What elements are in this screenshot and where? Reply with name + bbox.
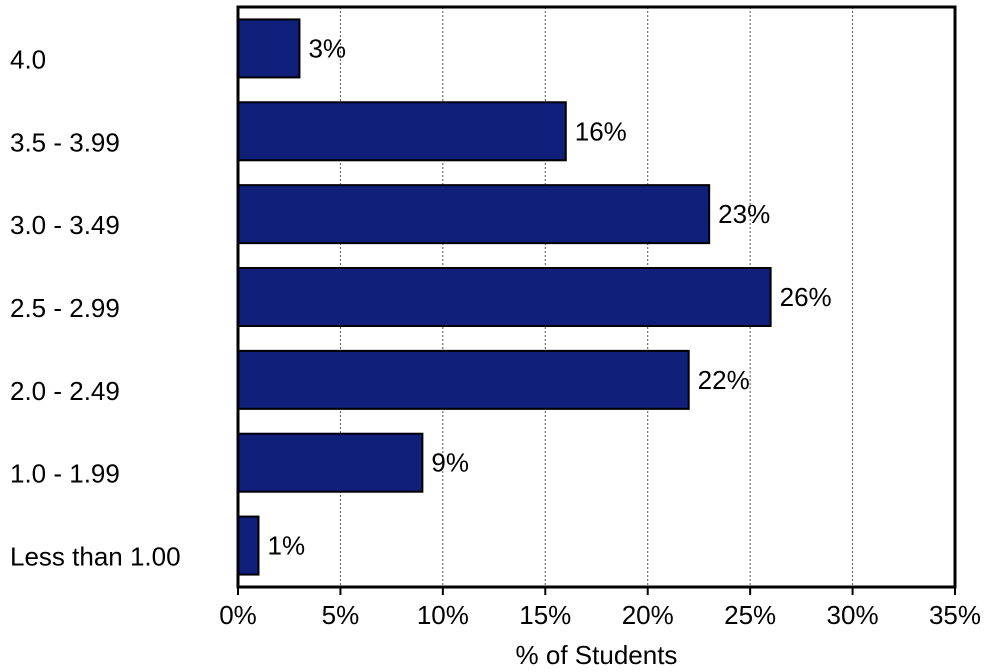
- data-label-less-than-1-00: 1%: [267, 531, 305, 561]
- x-axis-title: % of Students: [516, 640, 678, 670]
- x-tick-label-30: 30%: [827, 600, 879, 630]
- data-label-2-0-2-49: 22%: [698, 365, 750, 395]
- category-label-4-0: 4.0: [10, 44, 46, 74]
- bar-less-than-1-00: [237, 515, 260, 576]
- x-tick-label-10: 10%: [417, 600, 469, 630]
- data-label-3-5-3-99: 16%: [575, 116, 627, 146]
- x-tick-label-0: 0%: [219, 600, 257, 630]
- bar-3-0-3-49: [237, 184, 711, 245]
- x-tick-labels: 0% 5% 10% 15% 20% 25% 30% 35%: [219, 600, 981, 630]
- data-label-4-0: 3%: [308, 33, 346, 63]
- category-label-less-than-1-00: Less than 1.00: [10, 542, 181, 572]
- bar-2-0-2-49: [237, 349, 690, 410]
- bar-2-5-2-99: [237, 267, 772, 327]
- bar-3-5-3-99: [237, 101, 567, 162]
- category-label-3-5-3-99: 3.5 - 3.99: [10, 127, 120, 157]
- category-label-2-5-2-99: 2.5 - 2.99: [10, 293, 120, 323]
- bar-1-0-1-99: [237, 432, 424, 493]
- x-tick-label-25: 25%: [724, 600, 776, 630]
- bar-4-0: [237, 18, 301, 79]
- category-label-1-0-1-99: 1.0 - 1.99: [10, 459, 120, 489]
- category-labels: 4.0 3.5 - 3.99 3.0 - 3.49 2.5 - 2.99 2.0 - 2…: [10, 44, 181, 571]
- data-labels: 3% 16% 23% 26% 22% 9% 1%: [267, 33, 831, 560]
- bars: [237, 18, 772, 576]
- category-label-2-0-2-49: 2.0 - 2.49: [10, 376, 120, 406]
- data-label-2-5-2-99: 26%: [780, 282, 832, 312]
- data-label-3-0-3-49: 23%: [718, 199, 770, 229]
- category-label-3-0-3-49: 3.0 - 3.49: [10, 210, 120, 240]
- x-tick-label-20: 20%: [622, 600, 674, 630]
- x-ticks: [237, 587, 956, 595]
- x-tick-label-15: 15%: [519, 600, 571, 630]
- plot-frame: [236, 5, 957, 589]
- x-tick-label-35: 35%: [929, 600, 981, 630]
- data-label-1-0-1-99: 9%: [431, 448, 469, 478]
- x-tick-label-5: 5%: [322, 600, 360, 630]
